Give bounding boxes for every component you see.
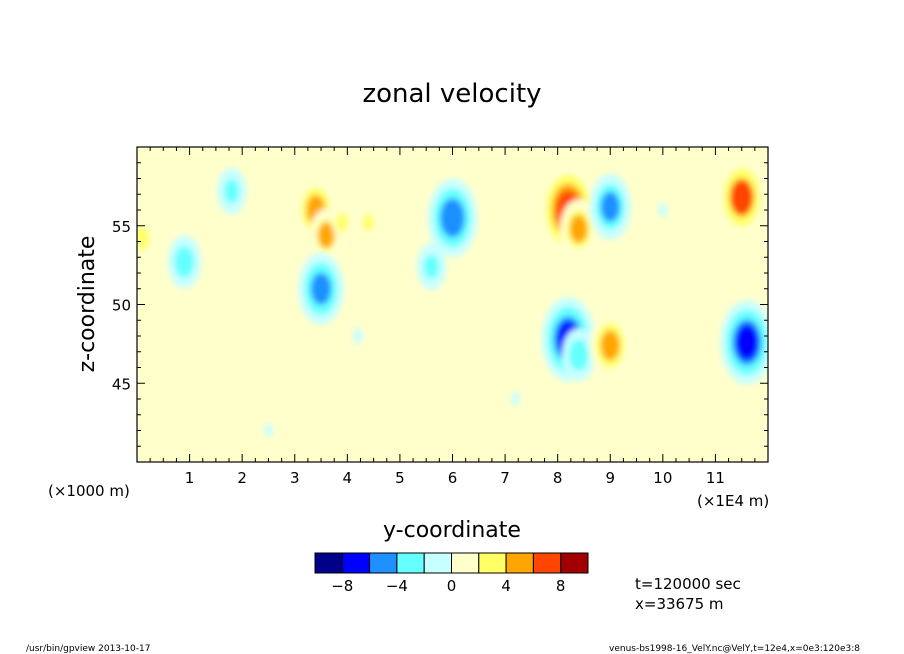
x-tick-label: 8: [553, 469, 563, 487]
field-anomaly: [167, 235, 201, 289]
colorbar-tick-label: −8: [331, 577, 353, 595]
x-axis-label: y-coordinate: [383, 518, 521, 543]
field-anomaly: [589, 173, 631, 240]
x-tick-label: 3: [290, 469, 300, 487]
anomaly-contour: [730, 180, 753, 215]
anomaly-contour: [600, 330, 620, 361]
colorbar-tick-label: −4: [386, 577, 408, 595]
colorbar-swatch: [560, 552, 589, 574]
x-unit-left: (×1000 m): [48, 482, 130, 500]
field-anomaly: [416, 243, 447, 290]
field-anomaly: [589, 312, 631, 379]
field-anomaly: [331, 206, 353, 239]
field-anomaly: [562, 328, 596, 382]
anomaly-contour: [663, 316, 673, 331]
field-anomaly: [720, 300, 768, 385]
field-anomaly: [264, 423, 273, 438]
field-anomaly: [427, 178, 478, 257]
anomaly-contour: [318, 222, 335, 249]
footer-right: venus-bs1998-16_VelY.nc@VelY,t=12e4,x=0e…: [609, 644, 860, 654]
anomaly-contour: [310, 272, 332, 305]
x-tick-label: 4: [343, 469, 353, 487]
y-tick-label: 45: [112, 375, 131, 393]
anomaly-contour: [335, 212, 349, 233]
y-tick-label: 50: [112, 297, 131, 315]
x-tick-label: 5: [395, 469, 405, 487]
x-tick-label: 6: [448, 469, 458, 487]
anomaly-contour: [264, 423, 273, 438]
colorbar: −8 −4 0 4 8: [314, 552, 589, 595]
field-anomaly: [352, 328, 363, 344]
colorbar-tick-label: 0: [447, 577, 457, 595]
field-anomaly: [511, 392, 520, 406]
colorbar-swatch: [314, 552, 343, 574]
colorbar-swatch: [505, 552, 534, 574]
colorbar-tick-label: 8: [556, 577, 566, 595]
x-tick-label: 2: [237, 469, 247, 487]
field-anomaly: [309, 208, 343, 262]
x-tick-label: 1: [185, 469, 195, 487]
anomaly-contour: [474, 242, 484, 257]
y-axis-ticks: 45 50 55: [112, 146, 768, 463]
colorbar-swatch: [423, 552, 453, 574]
colorbar-swatch: [369, 552, 398, 574]
x-unit-right: (×1E4 m): [697, 492, 769, 510]
field-anomaly: [663, 316, 673, 331]
colorbar-tick-label: 4: [501, 577, 511, 595]
position-label: x=33675 m: [635, 595, 724, 613]
anomaly-contour: [176, 248, 193, 275]
field-anomaly: [360, 210, 377, 235]
anomaly-contour: [600, 191, 620, 222]
anomaly-contour: [658, 203, 668, 217]
velocity-field: [137, 158, 768, 438]
x-tick-label: 7: [500, 469, 510, 487]
anomaly-contour: [362, 213, 374, 232]
anomaly-contour: [570, 341, 587, 368]
time-label: t=120000 sec: [635, 575, 741, 593]
x-axis-ticks: 1 2 3 4 5 6 7 8 9 10 11: [136, 147, 769, 487]
colorbar-swatch: [478, 552, 507, 574]
footer-left: /usr/bin/gpview 2013-10-17: [26, 644, 150, 654]
x-tick-label: 11: [706, 469, 725, 487]
y-axis-label: z-coordinate: [75, 236, 100, 373]
field-anomaly: [474, 242, 484, 257]
x-tick-label: 9: [605, 469, 615, 487]
field-anomaly: [298, 252, 344, 325]
anomaly-contour: [352, 328, 363, 344]
anomaly-contour: [511, 392, 520, 406]
x-tick-label: 10: [653, 469, 672, 487]
colorbar-swatch: [532, 552, 562, 574]
colorbar-swatch: [451, 552, 480, 574]
colorbar-swatch: [396, 552, 425, 574]
anomaly-contour: [735, 324, 759, 361]
field-anomaly: [217, 167, 247, 215]
field-anomaly: [560, 199, 598, 259]
field-anomaly: [237, 297, 247, 312]
anomaly-contour: [569, 214, 588, 243]
y-tick-label: 55: [112, 218, 131, 236]
anomaly-contour: [224, 179, 240, 204]
colorbar-swatch: [341, 552, 371, 574]
chart-title: zonal velocity: [362, 79, 541, 109]
field-anomaly: [137, 215, 157, 262]
anomaly-contour: [137, 226, 150, 251]
anomaly-contour: [237, 297, 247, 312]
field-anomaly: [717, 158, 767, 237]
anomaly-contour: [423, 254, 439, 279]
field-anomaly: [658, 203, 668, 217]
anomaly-contour: [441, 200, 464, 235]
